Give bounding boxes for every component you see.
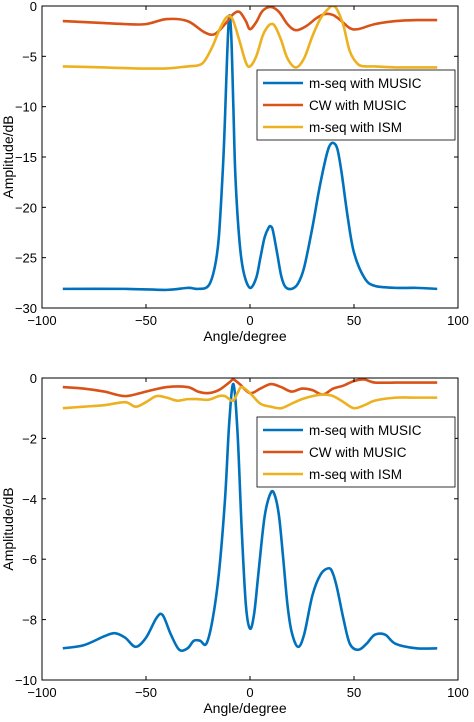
- series-line-3: [62, 385, 438, 410]
- y-tick-label: −8: [22, 613, 37, 628]
- legend-entry: m-seq with ISM: [309, 467, 402, 482]
- y-tick-label: −10: [15, 100, 37, 115]
- y-tick-label: −15: [15, 150, 37, 165]
- y-tick-label: −2: [22, 431, 37, 446]
- y-tick-label: −20: [15, 200, 37, 215]
- x-tick-label: −50: [135, 313, 157, 328]
- legend-entry: m-seq with MUSIC: [309, 423, 422, 438]
- x-tick-label: 100: [447, 313, 469, 328]
- chart-panel-2: −100 −50 0 50 100 0 −2 −4 −6 −8 −10 Angle/degree Amp…: [0, 371, 469, 716]
- legend-entry: CW with MUSIC: [309, 98, 407, 113]
- plot-frame: [41, 5, 459, 309]
- y-tick-label: −5: [22, 49, 37, 64]
- y-tick-label: 0: [30, 0, 37, 14]
- y-axis-label: Amplitude/dB: [0, 487, 16, 570]
- legend: m-seq with MUSIC CW with MUSIC m-seq with …: [256, 416, 456, 488]
- x-tick-label: 100: [447, 685, 469, 700]
- y-tick-label: −25: [15, 251, 37, 266]
- y-tick-label: −4: [22, 492, 37, 507]
- x-tick-label: −100: [27, 685, 56, 700]
- x-tick-label: −100: [27, 313, 56, 328]
- legend-entry: m-seq with MUSIC: [309, 76, 422, 91]
- chart-panel-1: −100 −50 0 50 100 0 −5 −10 −15 −20 −25 −30 Angle/deg…: [0, 0, 469, 344]
- y-tick-label: −6: [22, 552, 37, 567]
- legend-entry: m-seq with ISM: [309, 120, 402, 135]
- y-tick-label: −10: [15, 673, 37, 688]
- x-axis-label: Angle/degree: [203, 328, 287, 344]
- series-line-1: [62, 382, 438, 653]
- legend-entry: CW with MUSIC: [309, 445, 407, 460]
- x-tick-label: 50: [347, 313, 361, 328]
- y-tick-label: 0: [30, 371, 37, 386]
- series-line-2: [62, 378, 438, 398]
- series-line-2: [62, 6, 438, 37]
- x-axis-label: Angle/degree: [203, 700, 287, 716]
- x-tick-label: 50: [347, 685, 361, 700]
- x-tick-label: 0: [246, 685, 253, 700]
- y-axis-label: Amplitude/dB: [0, 115, 16, 198]
- series-line-3: [62, 6, 438, 70]
- x-tick-label: −50: [135, 685, 157, 700]
- y-tick-label: −30: [15, 301, 37, 316]
- x-tick-label: 0: [246, 313, 253, 328]
- legend: m-seq with MUSIC CW with MUSIC m-seq with …: [256, 69, 456, 141]
- series-line-1: [62, 14, 438, 292]
